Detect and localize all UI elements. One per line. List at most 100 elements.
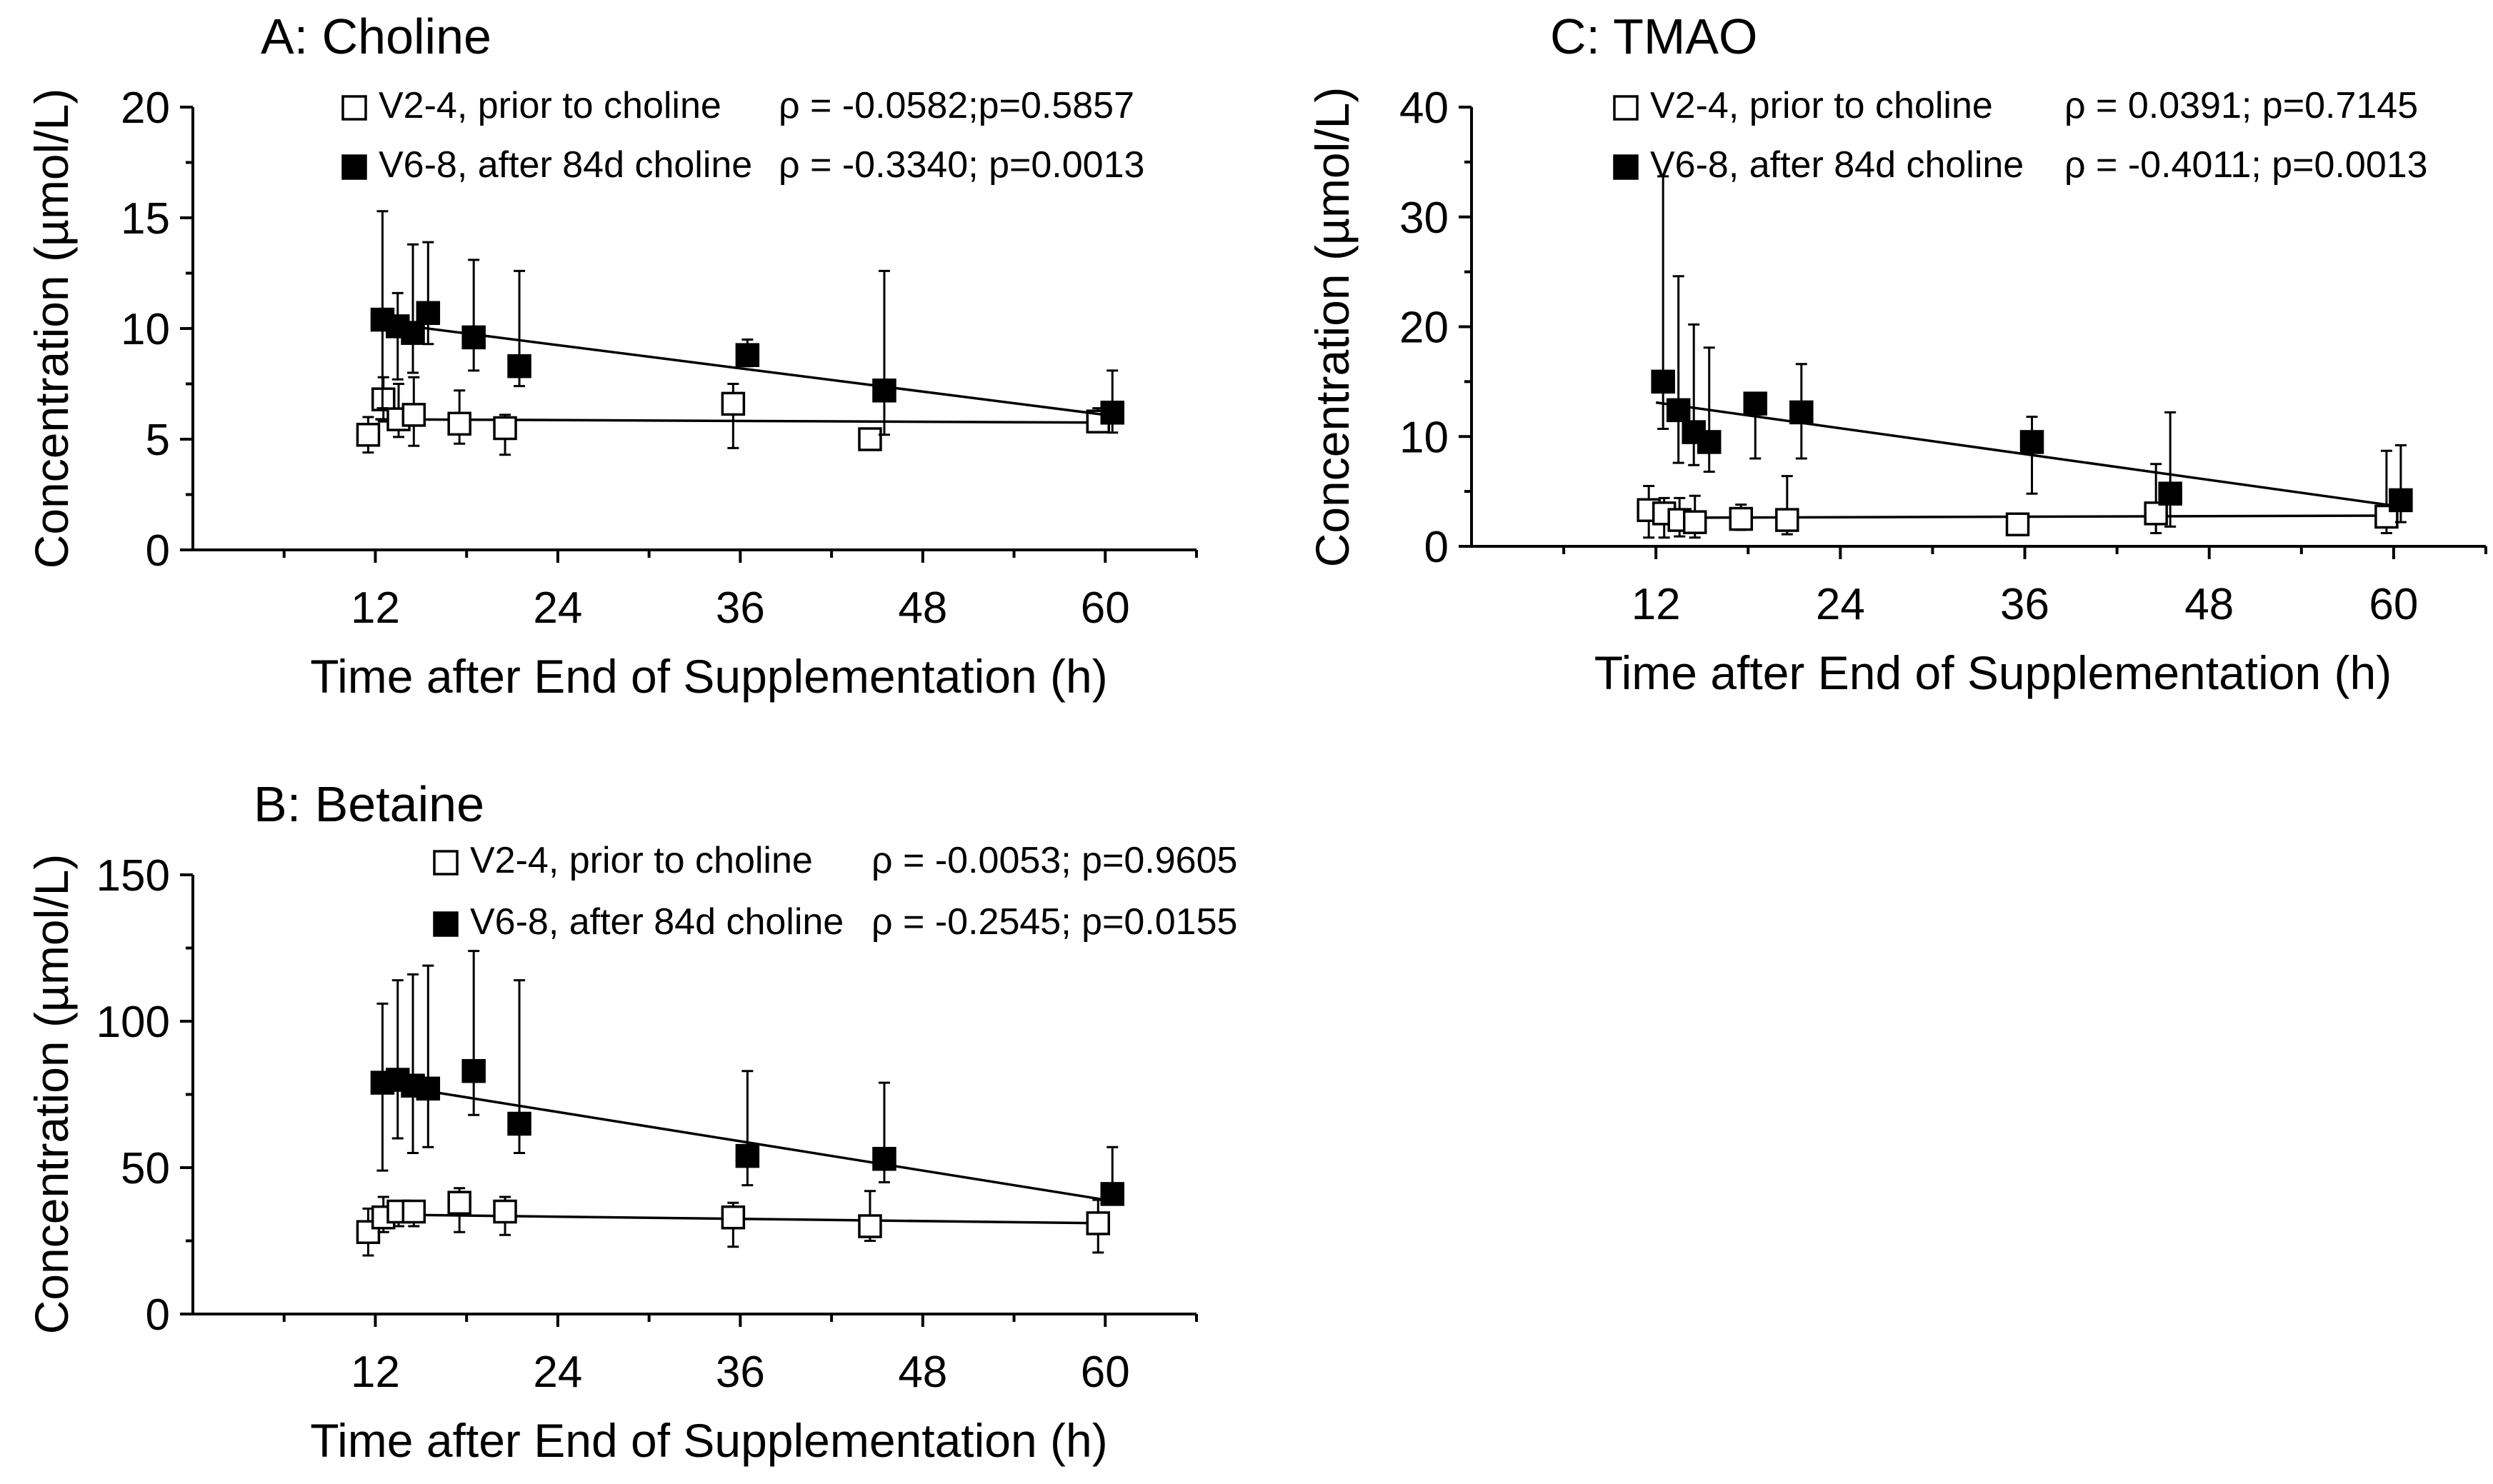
filled-square-marker bbox=[2389, 488, 2413, 513]
legend-stat: ρ = -0.3340; p=0.0013 bbox=[779, 144, 1144, 186]
y-axis-label: Concentration (µmol/L) bbox=[1306, 87, 1359, 568]
filled-square-marker bbox=[1697, 430, 1722, 454]
filled-square-marker bbox=[507, 354, 531, 378]
legend-stat: ρ = -0.0053; p=0.9605 bbox=[871, 840, 1237, 881]
open-square-marker bbox=[858, 1214, 882, 1238]
x-axis-label: Time after End of Supplementation (h) bbox=[1594, 646, 2392, 699]
x-tick-label: 60 bbox=[1081, 583, 1130, 633]
y-tick-label: 20 bbox=[1399, 304, 1449, 353]
x-tick-label: 12 bbox=[351, 1348, 400, 1397]
legend-label: V6-8, after 84d choline bbox=[1650, 144, 2024, 186]
open-square-marker bbox=[2005, 512, 2030, 536]
y-tick-label: 100 bbox=[96, 998, 170, 1047]
open-square-marker bbox=[858, 427, 882, 451]
y-axis-label: Concentration (µmol/L) bbox=[25, 854, 78, 1335]
open-square-marker bbox=[401, 1199, 426, 1224]
open-square-marker bbox=[447, 411, 471, 436]
y-tick-label: 0 bbox=[146, 526, 170, 576]
filled-square-marker bbox=[735, 343, 760, 367]
filled-square-marker bbox=[507, 1111, 531, 1136]
legend-label: V2-4, prior to choline bbox=[470, 840, 813, 881]
legend-marker-open bbox=[341, 95, 367, 121]
series-after bbox=[370, 950, 1125, 1206]
y-tick-label: 0 bbox=[1424, 523, 1449, 572]
open-square-marker bbox=[2144, 501, 2168, 526]
x-tick-label: 36 bbox=[2000, 580, 2049, 629]
x-tick-label: 36 bbox=[716, 583, 765, 633]
trend-line bbox=[1655, 401, 2394, 507]
y-tick-label: 10 bbox=[121, 305, 170, 354]
series-after bbox=[370, 210, 1125, 436]
legend-label: V6-8, after 84d choline bbox=[470, 901, 844, 943]
open-square-marker bbox=[1086, 1211, 1111, 1235]
filled-square-marker bbox=[2019, 430, 2044, 454]
legend-label: V6-8, after 84d choline bbox=[379, 144, 752, 186]
x-axis-label: Time after End of Supplementation (h) bbox=[310, 650, 1107, 703]
x-tick-label: 12 bbox=[351, 583, 400, 633]
series-prior bbox=[1637, 449, 2399, 539]
filled-square-marker bbox=[1666, 398, 1691, 423]
x-tick-label: 24 bbox=[533, 1348, 582, 1397]
filled-square-marker bbox=[1743, 391, 1768, 416]
filled-square-marker bbox=[872, 1146, 896, 1171]
chart-title: A: Choline bbox=[261, 9, 491, 64]
x-tick-label: 48 bbox=[898, 1348, 947, 1397]
open-square-marker bbox=[721, 391, 746, 416]
filled-square-marker bbox=[461, 325, 486, 350]
filled-square-marker bbox=[2158, 481, 2182, 506]
y-tick-label: 0 bbox=[146, 1290, 170, 1340]
y-tick-label: 50 bbox=[121, 1144, 170, 1193]
chart-title: B: Betaine bbox=[254, 776, 484, 832]
panel-c: C: TMAO 0 10 20 30 40 12 24 36 48 60 Time after End… bbox=[1306, 9, 2487, 699]
legend-stat: ρ = 0.0391; p=0.7145 bbox=[2064, 85, 2418, 126]
x-tick-label: 48 bbox=[898, 583, 947, 633]
legend-marker-open bbox=[1613, 95, 1639, 121]
legend-stat: ρ = -0.0582;p=0.5857 bbox=[779, 85, 1134, 126]
open-square-marker bbox=[1775, 508, 1799, 532]
y-tick-label: 5 bbox=[146, 416, 170, 465]
filled-square-marker bbox=[461, 1058, 486, 1083]
panel-b: B: Betaine 0 50 100 150 12 24 36 48 60 Time after … bbox=[25, 776, 1237, 1467]
filled-square-marker bbox=[872, 378, 896, 403]
open-square-marker bbox=[401, 403, 426, 427]
filled-square-marker bbox=[401, 321, 425, 345]
filled-square-marker bbox=[416, 1076, 441, 1101]
legend-marker-filled bbox=[1613, 154, 1639, 180]
series-prior bbox=[356, 376, 1111, 456]
x-tick-label: 12 bbox=[1632, 580, 1681, 629]
open-square-marker bbox=[721, 1205, 746, 1230]
x-tick-label: 36 bbox=[716, 1348, 765, 1397]
y-tick-label: 20 bbox=[121, 84, 170, 133]
x-tick-label: 48 bbox=[2184, 580, 2234, 629]
legend-marker-filled bbox=[341, 154, 367, 180]
y-tick-label: 30 bbox=[1399, 194, 1449, 243]
x-tick-label: 24 bbox=[1816, 580, 1865, 629]
y-tick-label: 10 bbox=[1399, 413, 1449, 462]
x-tick-label: 60 bbox=[2369, 580, 2418, 629]
open-square-marker bbox=[447, 1190, 471, 1215]
y-tick-label: 40 bbox=[1399, 84, 1449, 133]
trend-line bbox=[375, 418, 1106, 424]
trend-line bbox=[375, 1081, 1106, 1201]
x-tick-label: 60 bbox=[1081, 1348, 1130, 1397]
series-after bbox=[1651, 175, 2413, 528]
legend-label: V2-4, prior to choline bbox=[379, 85, 721, 126]
x-tick-label: 24 bbox=[533, 583, 582, 633]
open-square-marker bbox=[493, 1199, 517, 1224]
trend-line bbox=[375, 320, 1106, 416]
open-square-marker bbox=[493, 416, 517, 441]
panel-a: A: Choline 0 5 10 15 20 12 24 36 48 60 Time after E… bbox=[25, 9, 1198, 703]
y-tick-label: 150 bbox=[96, 851, 170, 901]
filled-square-marker bbox=[1651, 369, 1675, 394]
filled-square-marker bbox=[1100, 401, 1125, 425]
x-axis-label: Time after End of Supplementation (h) bbox=[310, 1414, 1107, 1467]
filled-square-marker bbox=[1789, 400, 1814, 425]
y-axis-label: Concentration (µmol/L) bbox=[25, 89, 78, 569]
legend-stat: ρ = -0.2545; p=0.0155 bbox=[871, 901, 1237, 943]
filled-square-marker bbox=[1100, 1182, 1125, 1206]
legend-stat: ρ = -0.4011; p=0.0013 bbox=[2064, 144, 2428, 186]
series-prior bbox=[356, 1187, 1111, 1257]
open-square-marker bbox=[356, 423, 381, 447]
filled-square-marker bbox=[416, 301, 441, 326]
